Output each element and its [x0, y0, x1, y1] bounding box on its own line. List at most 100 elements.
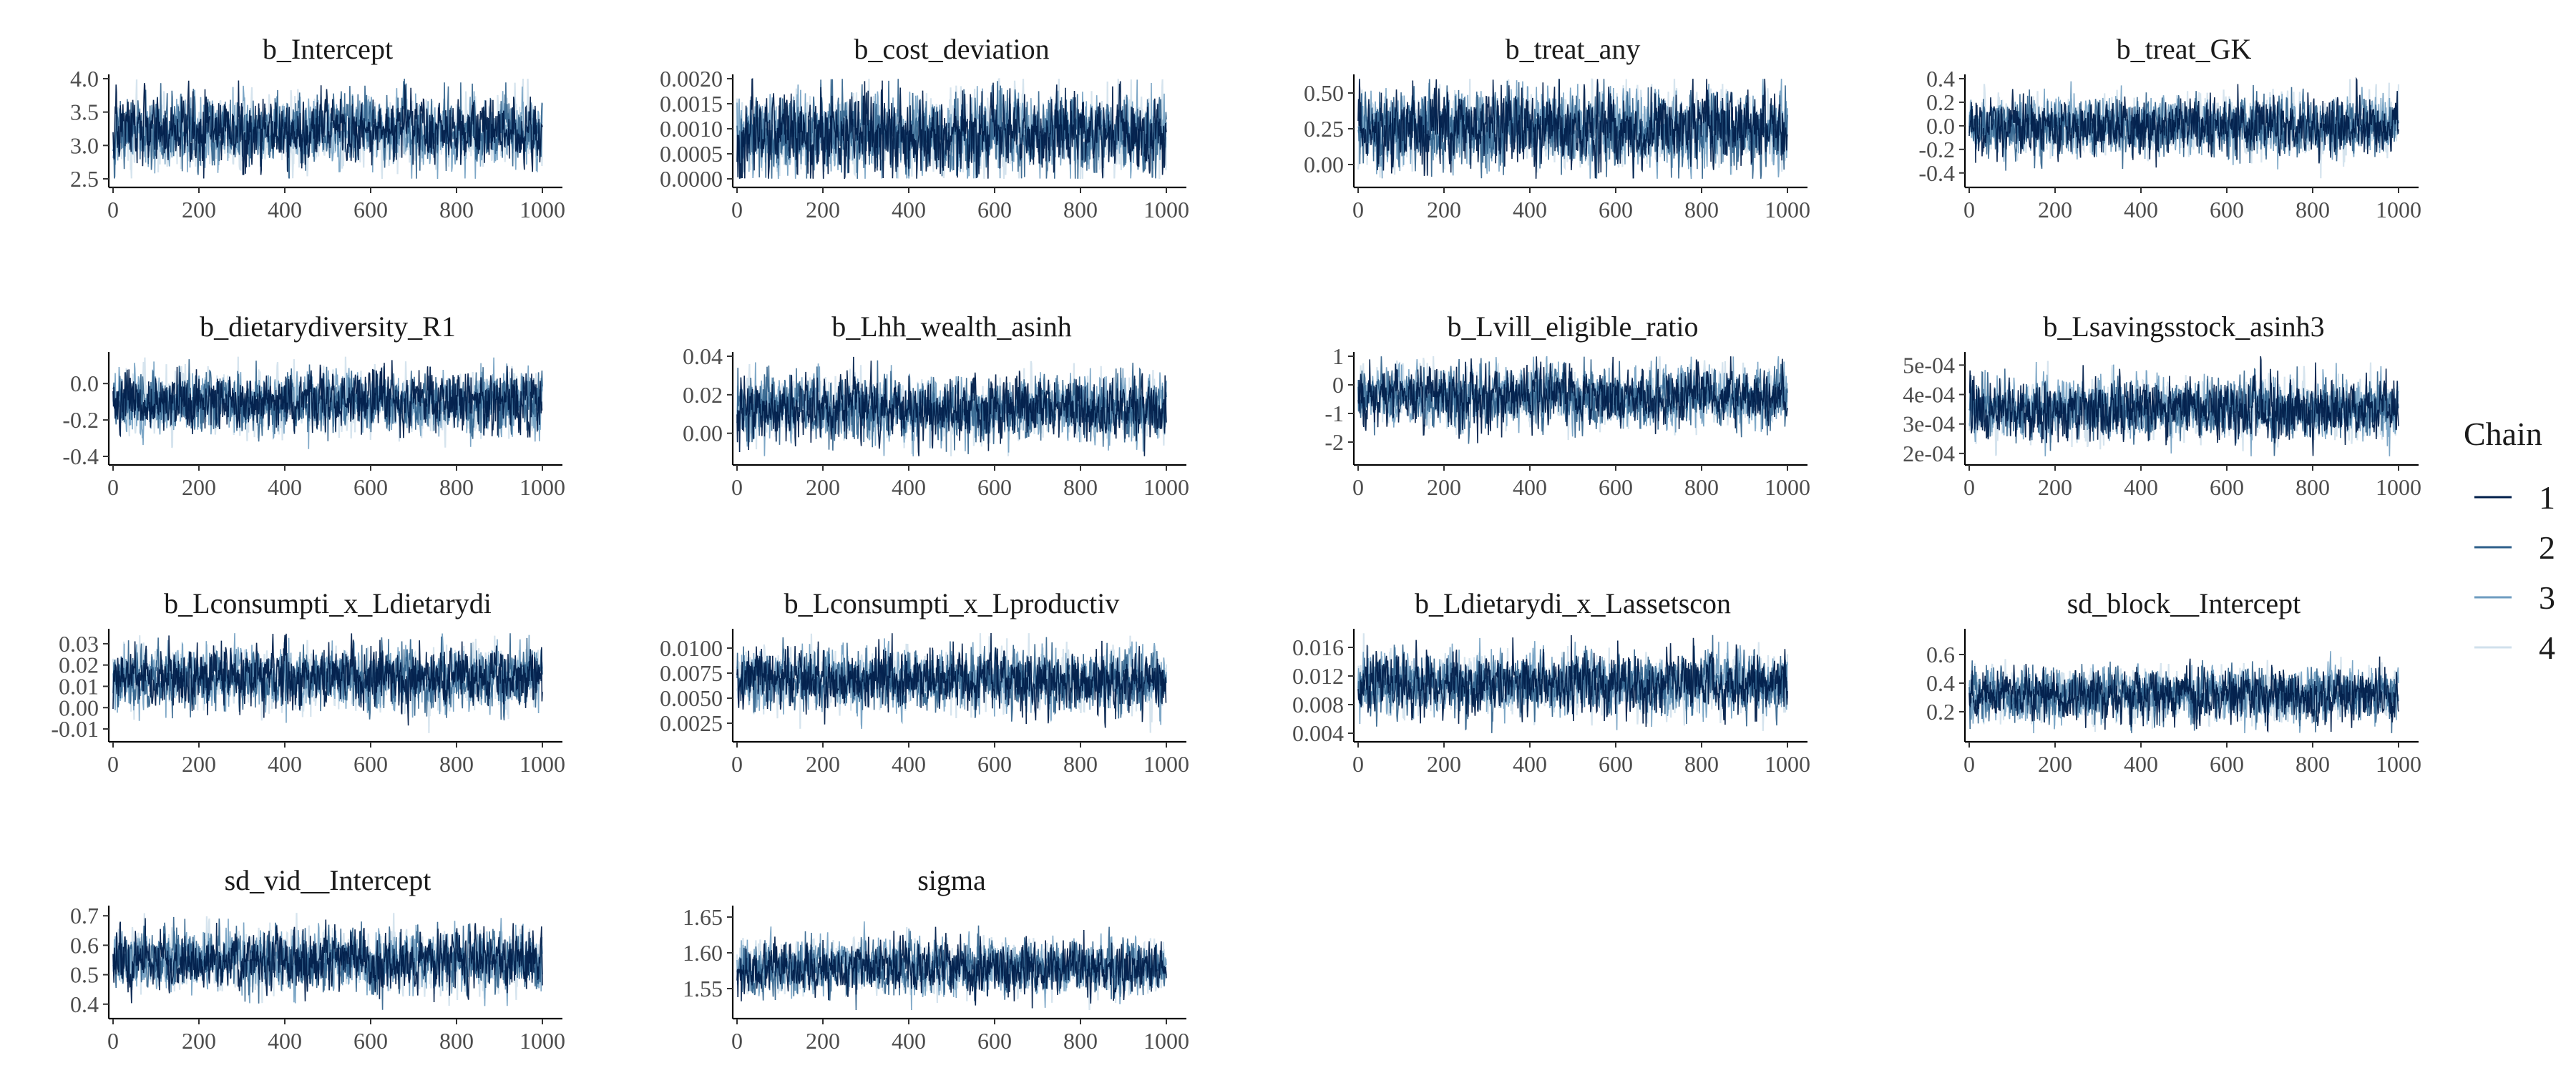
trace-panel: b_treat_any 0.00 0.25 0.50 0 200 400 600 800 1000 [1304, 33, 1810, 222]
x-tick-label: 800 [1684, 751, 1719, 777]
panel-title: b_treat_GK [2117, 33, 2252, 65]
y-tick-label: 0.01 [59, 673, 99, 699]
x-tick-label: 0 [1963, 197, 1975, 222]
panel-title: sd_vid__Intercept [225, 864, 431, 896]
y-tick-label: 5e-04 [1903, 352, 1955, 378]
x-tick-label: 400 [2124, 751, 2158, 777]
trace-panel: b_Lhh_wealth_asinh 0.00 0.02 0.04 0 200 400 600… [683, 310, 1189, 500]
y-tick-label: 0.6 [70, 932, 99, 958]
y-tick-label: 0.2 [1926, 89, 1955, 115]
chain-1-trace [1357, 635, 1788, 727]
y-tick-label: 1.65 [683, 904, 723, 930]
trace-lines [736, 356, 1168, 457]
x-tick-label: 600 [2210, 197, 2244, 222]
x-tick-label: 1000 [1143, 751, 1189, 777]
y-tick-label: -0.4 [62, 444, 99, 469]
x-tick-label: 400 [268, 1028, 302, 1054]
legend-entry-chain-2: 2 [2474, 529, 2555, 566]
chain-1-trace [1357, 79, 1788, 179]
x-tick-label: 600 [977, 751, 1012, 777]
x-tick-label: 0 [731, 1028, 743, 1054]
x-tick-label: 200 [2038, 474, 2072, 500]
y-tick-label: 0.00 [59, 695, 99, 720]
x-tick-label: 0 [1963, 474, 1975, 500]
panel-title: b_Intercept [263, 33, 393, 65]
x-tick-label: 200 [1427, 751, 1461, 777]
chain-2-trace [1357, 356, 1788, 444]
y-tick-label: -0.2 [62, 407, 99, 433]
x-tick-label: 400 [892, 1028, 926, 1054]
x-tick-label: 800 [439, 1028, 474, 1054]
y-tick-label: 0.016 [1292, 635, 1344, 660]
y-tick-label: 0.7 [70, 903, 99, 929]
x-tick-label: 0 [1352, 197, 1364, 222]
y-tick-label: 0.03 [59, 631, 99, 657]
x-tick-label: 0 [731, 751, 743, 777]
x-tick-label: 800 [1063, 474, 1098, 500]
x-tick-label: 600 [977, 474, 1012, 500]
x-tick-label: 0 [1352, 474, 1364, 500]
x-tick-label: 200 [806, 1028, 840, 1054]
y-tick-label: -1 [1324, 401, 1344, 426]
legend-label: 4 [2539, 629, 2555, 666]
x-tick-label: 0 [107, 197, 119, 222]
y-tick-label: 0.5 [70, 962, 99, 988]
y-tick-label: 0.25 [1304, 116, 1344, 142]
legend-entry-chain-1: 1 [2474, 479, 2555, 516]
y-tick-label: 3.0 [70, 132, 99, 158]
trace-lines [1968, 356, 2400, 456]
x-tick-label: 400 [268, 751, 302, 777]
chain-1-trace [736, 78, 1167, 180]
y-tick-label: -0.01 [51, 716, 99, 742]
chain-1-trace [112, 80, 543, 179]
trace-lines [736, 921, 1167, 1011]
chain-1-trace [736, 926, 1167, 1009]
chain-1-trace [112, 360, 543, 438]
y-tick-label: 0.0015 [660, 91, 723, 117]
x-tick-label: 400 [2124, 474, 2158, 500]
y-tick-label: 0.008 [1292, 692, 1344, 717]
trace-lines [1357, 633, 1789, 733]
x-tick-label: 0 [731, 474, 743, 500]
x-tick-label: 600 [1599, 474, 1633, 500]
x-tick-label: 1000 [1143, 197, 1189, 222]
x-tick-label: 600 [353, 751, 388, 777]
legend-title: Chain [2464, 416, 2542, 452]
trace-lines [736, 632, 1168, 733]
y-tick-label: 1 [1332, 343, 1344, 369]
trace-panel: b_Intercept 2.5 3.0 3.5 4.0 0 200 400 600 800 1000 [70, 33, 565, 222]
x-tick-label: 400 [2124, 197, 2158, 222]
trace-lines [112, 356, 544, 449]
y-tick-label: 0.02 [683, 382, 723, 408]
y-tick-label: 0.0025 [660, 710, 723, 736]
x-tick-label: 0 [107, 751, 119, 777]
x-tick-label: 1000 [519, 751, 565, 777]
x-tick-label: 1000 [1143, 474, 1189, 500]
x-tick-label: 400 [268, 197, 302, 222]
x-tick-label: 800 [1063, 1028, 1098, 1054]
y-tick-label: 0.50 [1304, 80, 1344, 106]
panel-title: b_Lconsumpti_x_Lproductiv [784, 587, 1120, 619]
x-tick-label: 800 [2296, 474, 2330, 500]
x-tick-label: 200 [2038, 751, 2072, 777]
x-tick-label: 400 [892, 197, 926, 222]
y-tick-label: 0.0010 [660, 116, 723, 142]
x-tick-label: 200 [182, 197, 216, 222]
y-tick-label: 1.60 [683, 940, 723, 966]
x-tick-label: 400 [1513, 197, 1547, 222]
x-tick-label: 1000 [1765, 751, 1810, 777]
x-tick-label: 600 [353, 1028, 388, 1054]
x-tick-label: 0 [1352, 751, 1364, 777]
y-tick-label: 0 [1332, 372, 1344, 398]
y-tick-label: 3.5 [70, 99, 99, 125]
chain-1-trace [1968, 77, 2399, 168]
panel-title: b_Lhh_wealth_asinh [831, 310, 1072, 343]
x-tick-label: 800 [1684, 474, 1719, 500]
y-tick-label: 0.0020 [660, 66, 723, 92]
x-tick-label: 800 [439, 197, 474, 222]
x-tick-label: 400 [1513, 474, 1547, 500]
x-tick-label: 200 [1427, 197, 1461, 222]
x-tick-label: 800 [1063, 197, 1098, 222]
x-tick-label: 1000 [2376, 751, 2421, 777]
x-tick-label: 1000 [1765, 474, 1810, 500]
